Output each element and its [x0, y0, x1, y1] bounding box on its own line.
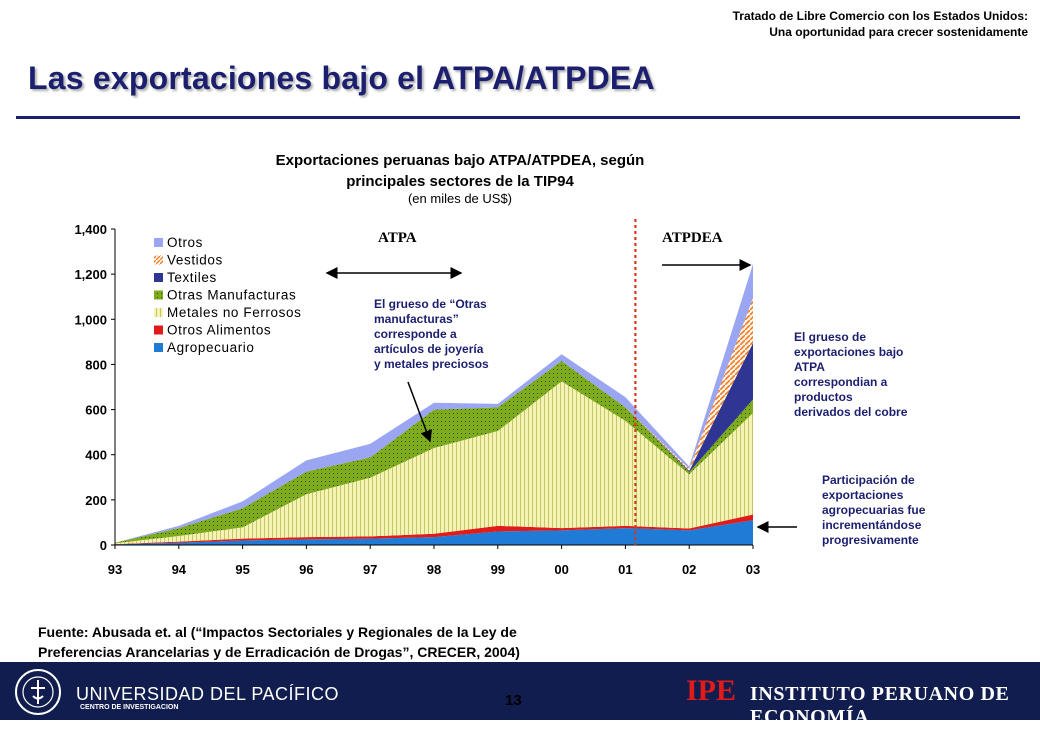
- legend-label: Otros: [167, 235, 203, 250]
- legend-swatch: [154, 325, 163, 335]
- annotation-agro: Participación de exportaciones agropecua…: [822, 473, 925, 548]
- annotation-line: correspondian a: [794, 375, 888, 389]
- annotation-line: derivados del cobre: [794, 405, 908, 419]
- chart-subtitle: (en miles de US$): [407, 191, 513, 206]
- y-tick-label: 0: [100, 538, 107, 553]
- x-tick-label: 96: [299, 562, 313, 577]
- annotation-line: exportaciones: [822, 488, 904, 502]
- x-tick-label: 03: [746, 562, 760, 577]
- legend-label: Vestidos: [167, 253, 223, 268]
- area-layers: [115, 263, 753, 545]
- legend-label: Otras Manufacturas: [167, 288, 296, 303]
- ipe-logo: IPE: [686, 674, 737, 707]
- annotation-line: exportaciones bajo: [794, 345, 904, 359]
- era-label-atpa: ATPA: [378, 230, 417, 246]
- x-tick-label: 02: [682, 562, 696, 577]
- x-tick-label: 93: [108, 562, 122, 577]
- y-tick-label: 1,400: [74, 222, 107, 237]
- source-note: Fuente: Abusada et. al (“Impactos Sector…: [38, 622, 638, 662]
- legend-label: Textiles: [167, 270, 217, 285]
- legend-swatch: [154, 308, 163, 317]
- annotation-line: productos: [794, 390, 853, 404]
- y-tick-label: 400: [85, 448, 107, 463]
- footer-bar: [0, 662, 1040, 720]
- annotation-line: incrementándose: [822, 518, 922, 532]
- legend-swatch: [154, 273, 163, 282]
- legend: Otros Vestidos Textiles Otras Manufacturas M…: [154, 235, 301, 355]
- x-tick-label: 95: [235, 562, 249, 577]
- area-series-otros: [115, 263, 753, 543]
- chart-title-line-1: Exportaciones peruanas bajo ATPA/ATPDEA,…: [275, 152, 645, 169]
- y-tick-label: 1,200: [74, 267, 107, 282]
- annotation-line: El grueso de “Otras: [374, 297, 487, 311]
- y-tick-label: 200: [85, 493, 107, 508]
- annotation-line: Participación de: [822, 473, 915, 487]
- x-tick-label: 94: [172, 562, 187, 577]
- area-series-agropecuario: [115, 520, 753, 545]
- annotation-line: y metales preciosos: [374, 357, 489, 371]
- area-series-otras-manufacturas: [115, 361, 753, 544]
- centro-label: CENTRO DE INVESTIGACION: [80, 704, 179, 711]
- slide-title: Las exportaciones bajo el ATPA/ATPDEA: [28, 60, 655, 96]
- x-tick-label: 99: [491, 562, 505, 577]
- legend-label: Otros Alimentos: [167, 323, 271, 338]
- annotation-cobre: El grueso de exportaciones bajo ATPA cor…: [794, 330, 907, 420]
- legend-swatch: [154, 255, 163, 265]
- legend-swatch: [154, 290, 163, 300]
- y-tick-label: 600: [85, 403, 107, 418]
- y-tick-label: 800: [85, 357, 107, 372]
- annotation-line: agropecuarias fue: [822, 503, 926, 517]
- legend-label: Agropecuario: [167, 340, 255, 355]
- annotation-line: El grueso de: [794, 330, 867, 344]
- header-line-1: Tratado de Libre Comercio con los Estado…: [732, 9, 1028, 23]
- annotation-line: corresponde a: [374, 327, 457, 341]
- x-tick-label: 97: [363, 562, 377, 577]
- area-series-metales-no-ferrosos: [115, 381, 753, 545]
- page-number: 13: [505, 692, 522, 709]
- annotation-line: progresivamente: [822, 533, 919, 547]
- annotation-arrows: [325, 219, 797, 545]
- university-seal-icon: [15, 669, 61, 715]
- source-line-2: Preferencias Arancelarias y de Erradicac…: [38, 644, 520, 660]
- legend-swatch: [154, 238, 163, 247]
- annotation-otras-manufacturas: El grueso de “Otras manufacturas” corres…: [374, 297, 489, 372]
- annotation-line: artículos de joyería: [374, 342, 484, 356]
- title-divider: [16, 116, 1020, 119]
- university-name: UNIVERSIDAD DEL PACÍFICO: [76, 684, 340, 704]
- chart-title: Exportaciones peruanas bajo ATPA/ATPDEA,…: [200, 150, 720, 192]
- x-tick-label: 00: [554, 562, 568, 577]
- header-line-2: Una oportunidad para crecer sostenidamen…: [769, 25, 1028, 39]
- ipe-full-name: INSTITUTO PERUANO DE ECONOMÍA: [750, 683, 1010, 728]
- legend-label: Metales no Ferrosos: [167, 305, 301, 320]
- header-subtitle: Tratado de Libre Comercio con los Estado…: [733, 8, 1028, 40]
- x-tick-label: 01: [618, 562, 632, 577]
- y-tick-label: 1,000: [74, 312, 107, 327]
- x-tick-label: 98: [427, 562, 441, 577]
- annotation-line: manufacturas”: [374, 312, 459, 326]
- legend-swatch: [154, 343, 163, 352]
- annotation-line: ATPA: [794, 360, 825, 374]
- manufacturas-pointer-arrow: [407, 381, 432, 443]
- source-line-1: Fuente: Abusada et. al (“Impactos Sector…: [38, 624, 517, 640]
- chart-title-line-2: principales sectores de la TIP94: [346, 173, 574, 190]
- era-label-atpdea: ATPDEA: [662, 230, 723, 246]
